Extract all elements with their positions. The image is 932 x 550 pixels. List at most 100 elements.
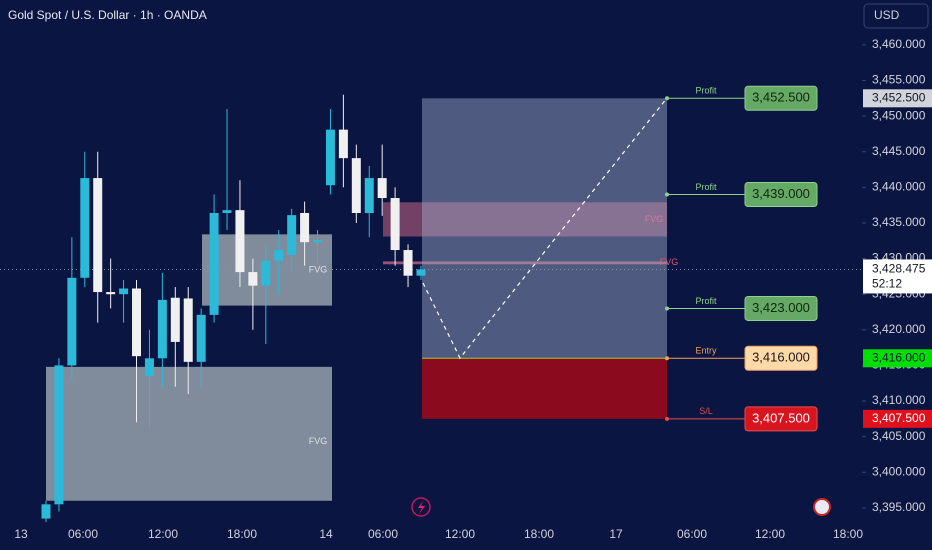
candle-body: [132, 288, 142, 357]
level-name: Profit: [695, 296, 717, 306]
fvg-zone: [383, 202, 667, 237]
lightning-icon[interactable]: [411, 497, 431, 517]
candle-body: [235, 210, 245, 273]
y-tick-label: 3,405.000: [872, 429, 926, 443]
currency[interactable]: USD: [874, 8, 900, 22]
x-tick-label: 12:00: [755, 527, 785, 541]
fvg-zone: [46, 366, 332, 501]
candle-body: [41, 504, 51, 519]
axis-price-badge: [863, 89, 932, 108]
x-tick-label: 06:00: [68, 527, 98, 541]
candle-body: [144, 358, 154, 377]
candle-body: [377, 178, 387, 199]
candle-body: [274, 250, 284, 261]
candle-body: [157, 299, 167, 359]
candle-body: [390, 198, 400, 251]
candle-body: [80, 178, 90, 278]
axis-price-badge: [863, 409, 932, 428]
profit-zone: [422, 98, 667, 359]
candle-body: [106, 292, 116, 295]
x-tick-label: 18:00: [833, 527, 863, 541]
level-value: 3,407.500: [752, 410, 810, 425]
axis-price-label: 3,452.500: [872, 90, 926, 104]
level-name: Entry: [695, 346, 717, 356]
y-tick-label: 3,410.000: [872, 393, 926, 407]
level-dot: [665, 192, 669, 197]
level-name: Profit: [695, 86, 717, 96]
level-badge: [744, 345, 818, 371]
x-tick-label: 17: [609, 527, 623, 541]
level-dot: [665, 356, 669, 361]
y-tick-label: 3,400.000: [872, 464, 926, 478]
y-tick-label: 3,450.000: [872, 108, 926, 122]
last-price-label: 3,428.475: [872, 262, 926, 276]
level-value: 3,416.000: [752, 350, 810, 365]
x-tick-label: 14: [319, 527, 333, 541]
y-tick-label: 3,420.000: [872, 322, 926, 336]
level-badge: [744, 295, 818, 321]
countdown: 52:12: [872, 277, 902, 291]
x-tick-label: 12:00: [445, 527, 475, 541]
level-dot: [665, 96, 669, 101]
y-tick-label: 3,440.000: [872, 180, 926, 194]
y-tick-label: 3,395.000: [872, 500, 926, 514]
axis-price-label: 3,407.500: [872, 411, 926, 425]
flag-icon[interactable]: [813, 498, 831, 516]
projection: [422, 97, 668, 360]
fvg-label: FVG: [660, 257, 679, 267]
x-tick-label: 18:00: [524, 527, 554, 541]
candle-body: [196, 314, 206, 362]
fvg-label: FVG: [309, 436, 328, 446]
candle-body: [209, 212, 219, 315]
y-tick-label: 3,435.000: [872, 215, 926, 229]
axis-price-label: 3,416.000: [872, 350, 926, 364]
candle-body: [300, 212, 310, 243]
x-tick-label: 06:00: [677, 527, 707, 541]
y-tick-label: 3,460.000: [872, 37, 926, 51]
candle-body: [170, 297, 180, 342]
x-tick-label: 06:00: [368, 527, 398, 541]
level-name: Profit: [695, 182, 717, 192]
fvg-label: FVG: [645, 214, 664, 224]
candle-body: [313, 240, 323, 243]
fvg-label: FVG: [309, 264, 328, 274]
level-value: 3,439.000: [752, 186, 810, 201]
candle-body: [183, 298, 193, 362]
candle-body: [403, 250, 413, 276]
lightning-icon-glyph: [418, 501, 425, 514]
candle-body: [351, 158, 361, 213]
level-value: 3,423.000: [752, 300, 810, 315]
candle-body: [93, 178, 103, 293]
chart-title: Gold Spot / U.S. Dollar · 1h · OANDA: [8, 8, 207, 22]
stop-zone: [422, 358, 667, 419]
y-tick-label: 3,445.000: [872, 144, 926, 158]
level-badge: [744, 85, 818, 111]
candle-body: [287, 215, 297, 256]
candle-body: [325, 129, 335, 186]
level-value: 3,452.500: [752, 90, 810, 105]
candle-body: [54, 365, 64, 505]
y-tick-label: 3,455.000: [872, 73, 926, 87]
candle-body: [416, 269, 426, 276]
x-tick-label: 18:00: [227, 527, 257, 541]
candle-body: [261, 260, 271, 286]
level-badge: [744, 181, 818, 207]
level-dot: [665, 416, 669, 421]
candle-body: [338, 129, 348, 159]
candle-body: [222, 210, 232, 213]
level-dot: [665, 306, 669, 311]
candle-body: [67, 277, 77, 366]
fvg-zone: [383, 261, 667, 265]
x-tick-label: 13: [14, 527, 28, 541]
candle-body: [248, 272, 258, 286]
candle-body: [364, 178, 374, 213]
currency-button[interactable]: [863, 3, 929, 29]
candle-body: [119, 288, 129, 295]
last-price-badge: [863, 259, 932, 294]
axis-price-badge: [863, 349, 932, 368]
level-badge: [744, 406, 818, 432]
x-tick-label: 12:00: [148, 527, 178, 541]
level-name: S/L: [699, 406, 713, 416]
